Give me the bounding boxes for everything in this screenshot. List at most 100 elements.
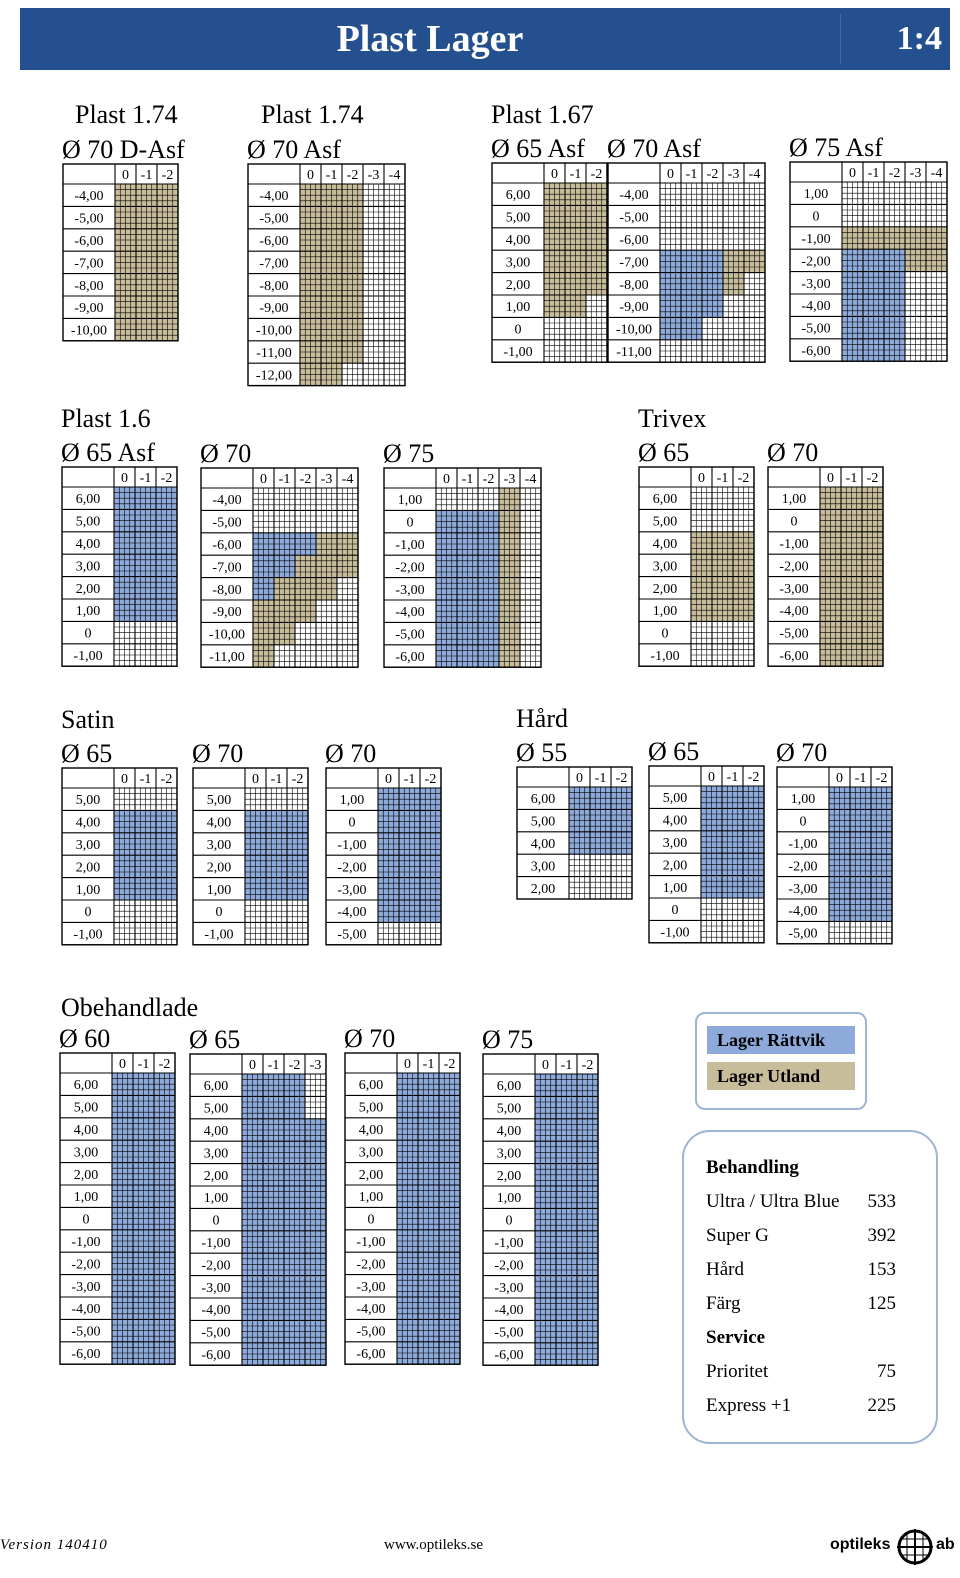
logo-suffix: ab xyxy=(936,1536,955,1553)
sph-label: -4,00 xyxy=(788,904,817,919)
sph-label: -5,00 xyxy=(212,516,241,531)
sph-label: 0 xyxy=(83,1213,90,1228)
sph-label: -4,00 xyxy=(201,1303,230,1318)
sph-label: 6,00 xyxy=(359,1078,383,1093)
sph-label: 4,00 xyxy=(76,816,100,831)
sph-label: 2,00 xyxy=(663,858,687,873)
table-title: Ø 65 xyxy=(189,1025,241,1054)
cyl-label: -1 xyxy=(570,167,582,182)
grid-border xyxy=(247,163,406,387)
sph-label: -7,00 xyxy=(212,560,241,575)
sph-label: 6,00 xyxy=(76,492,100,507)
cyl-label: -1 xyxy=(279,472,291,487)
sph-label: -8,00 xyxy=(212,583,241,598)
cyl-label: 0 xyxy=(249,1058,256,1073)
grid-border xyxy=(59,1052,176,1365)
grid-border xyxy=(61,767,178,946)
cyl-label: -2 xyxy=(867,471,879,486)
sph-label: 3,00 xyxy=(74,1145,98,1160)
cyl-label: -1 xyxy=(404,772,416,787)
sph-label: 5,00 xyxy=(359,1101,383,1116)
stock-legend: Lager Rättvik Lager Utland xyxy=(695,1012,867,1110)
grid-lines xyxy=(114,787,177,945)
price-row: Hård 153 xyxy=(706,1259,896,1280)
sph-label: -1,00 xyxy=(204,928,233,943)
sph-label: 4,00 xyxy=(497,1124,521,1139)
sph-label: -4,00 xyxy=(779,604,808,619)
cyl-label: -3 xyxy=(504,472,516,487)
website-link[interactable]: www.optileks.se xyxy=(384,1537,484,1553)
cyl-label: -2 xyxy=(425,772,437,787)
sph-label: 3,00 xyxy=(497,1146,521,1161)
table-title: Ø 70 xyxy=(767,438,819,467)
grid-border xyxy=(607,162,766,363)
stock-table: Ø 70 0 -1 -2 1,00 0 -1,00 -2,00 -3,00 -4,00 -5,00 -… xyxy=(767,438,884,667)
sph-label: 4,00 xyxy=(204,1124,228,1139)
cyl-label: -2 xyxy=(707,167,719,182)
table-title: Ø 70 D-Asf xyxy=(62,135,185,164)
sph-label: -5,00 xyxy=(71,1325,100,1340)
cyl-label: -2 xyxy=(161,772,173,787)
sph-label: -10,00 xyxy=(209,628,245,643)
stock-table: Ø 75 0 -1 -2 6,00 5,00 4,00 3,00 2,00 1,00 0 -1,00 -… xyxy=(482,1025,599,1366)
sph-label: 1,00 xyxy=(398,493,422,508)
price-list: Behandling Ultra / Ultra Blue 533 Super G… xyxy=(682,1130,938,1444)
sph-label: -9,00 xyxy=(259,301,288,316)
sph-label: 5,00 xyxy=(506,211,530,226)
sph-label: -6,00 xyxy=(74,234,103,249)
cyl-label: -3 xyxy=(368,168,380,183)
table-title: Ø 70 Asf xyxy=(247,135,341,164)
sph-label: 0 xyxy=(515,323,522,338)
sph-label: 2,00 xyxy=(76,582,100,597)
sph-label: 6,00 xyxy=(653,492,677,507)
sph-label: -1,00 xyxy=(494,1236,523,1251)
sph-label: -1,00 xyxy=(660,926,689,941)
sph-label: -10,00 xyxy=(71,324,107,339)
sph-label: -5,00 xyxy=(259,212,288,227)
sph-label: 2,00 xyxy=(653,582,677,597)
sph-label: 6,00 xyxy=(204,1079,228,1094)
sph-label: -11,00 xyxy=(209,650,245,665)
cyl-label: 0 xyxy=(827,471,834,486)
sph-label: 6,00 xyxy=(497,1079,521,1094)
cyl-label: 0 xyxy=(385,772,392,787)
cyl-label: -3 xyxy=(728,167,740,182)
cyl-label: -4 xyxy=(342,472,354,487)
grid-border xyxy=(789,161,948,362)
cyl-label: -4 xyxy=(525,472,537,487)
table-title: Ø 60 xyxy=(59,1024,111,1053)
legend-rattvik: Lager Rättvik xyxy=(707,1026,855,1054)
cyl-label: -4 xyxy=(931,166,943,181)
sph-label: -2,00 xyxy=(788,859,817,874)
sph-label: 5,00 xyxy=(663,791,687,806)
version-label: Version 140410 xyxy=(0,1537,108,1553)
table-title: Ø 70 xyxy=(776,738,828,767)
sph-label: -1,00 xyxy=(71,1235,100,1250)
sph-label: 3,00 xyxy=(204,1146,228,1161)
sph-label: -11,00 xyxy=(256,346,292,361)
stock-grid: 0 -1 -2 1,00 0 -1,00 -2,00 -3,00 -4,00 -5,00 xyxy=(325,767,442,946)
section-hard: Hård xyxy=(516,704,568,733)
grid-lines xyxy=(115,183,178,341)
table-title: Ø 65 xyxy=(648,737,700,766)
cyl-label: 0 xyxy=(849,166,856,181)
sph-label: -4,00 xyxy=(619,188,648,203)
cyl-label: -2 xyxy=(582,1058,594,1073)
sph-label: -5,00 xyxy=(395,628,424,643)
table-title: Ø 70 xyxy=(192,739,244,768)
sph-label: 4,00 xyxy=(506,233,530,248)
cyl-label: -4 xyxy=(389,168,401,183)
sph-label: -9,00 xyxy=(212,605,241,620)
sph-label: -4,00 xyxy=(494,1303,523,1318)
sph-label: -3,00 xyxy=(337,883,366,898)
cyl-label: -2 xyxy=(591,167,603,182)
cyl-label: -1 xyxy=(271,772,283,787)
sph-label: 0 xyxy=(216,905,223,920)
cyl-label: -1 xyxy=(727,770,739,785)
section-plast-174-b: Plast 1.74 xyxy=(261,100,364,129)
stock-grid: 0 -1 -2 6,00 5,00 4,00 3,00 2,00 1,00 0 -1,00 -2,00… xyxy=(482,1053,599,1366)
sph-label: -8,00 xyxy=(619,278,648,293)
sph-label: -4,00 xyxy=(395,605,424,620)
stock-grid: 0 -1 -2 6,00 5,00 4,00 3,00 2,00 1,00 0 -1,00 -2,00… xyxy=(59,1052,176,1365)
cyl-label: -1 xyxy=(846,471,858,486)
